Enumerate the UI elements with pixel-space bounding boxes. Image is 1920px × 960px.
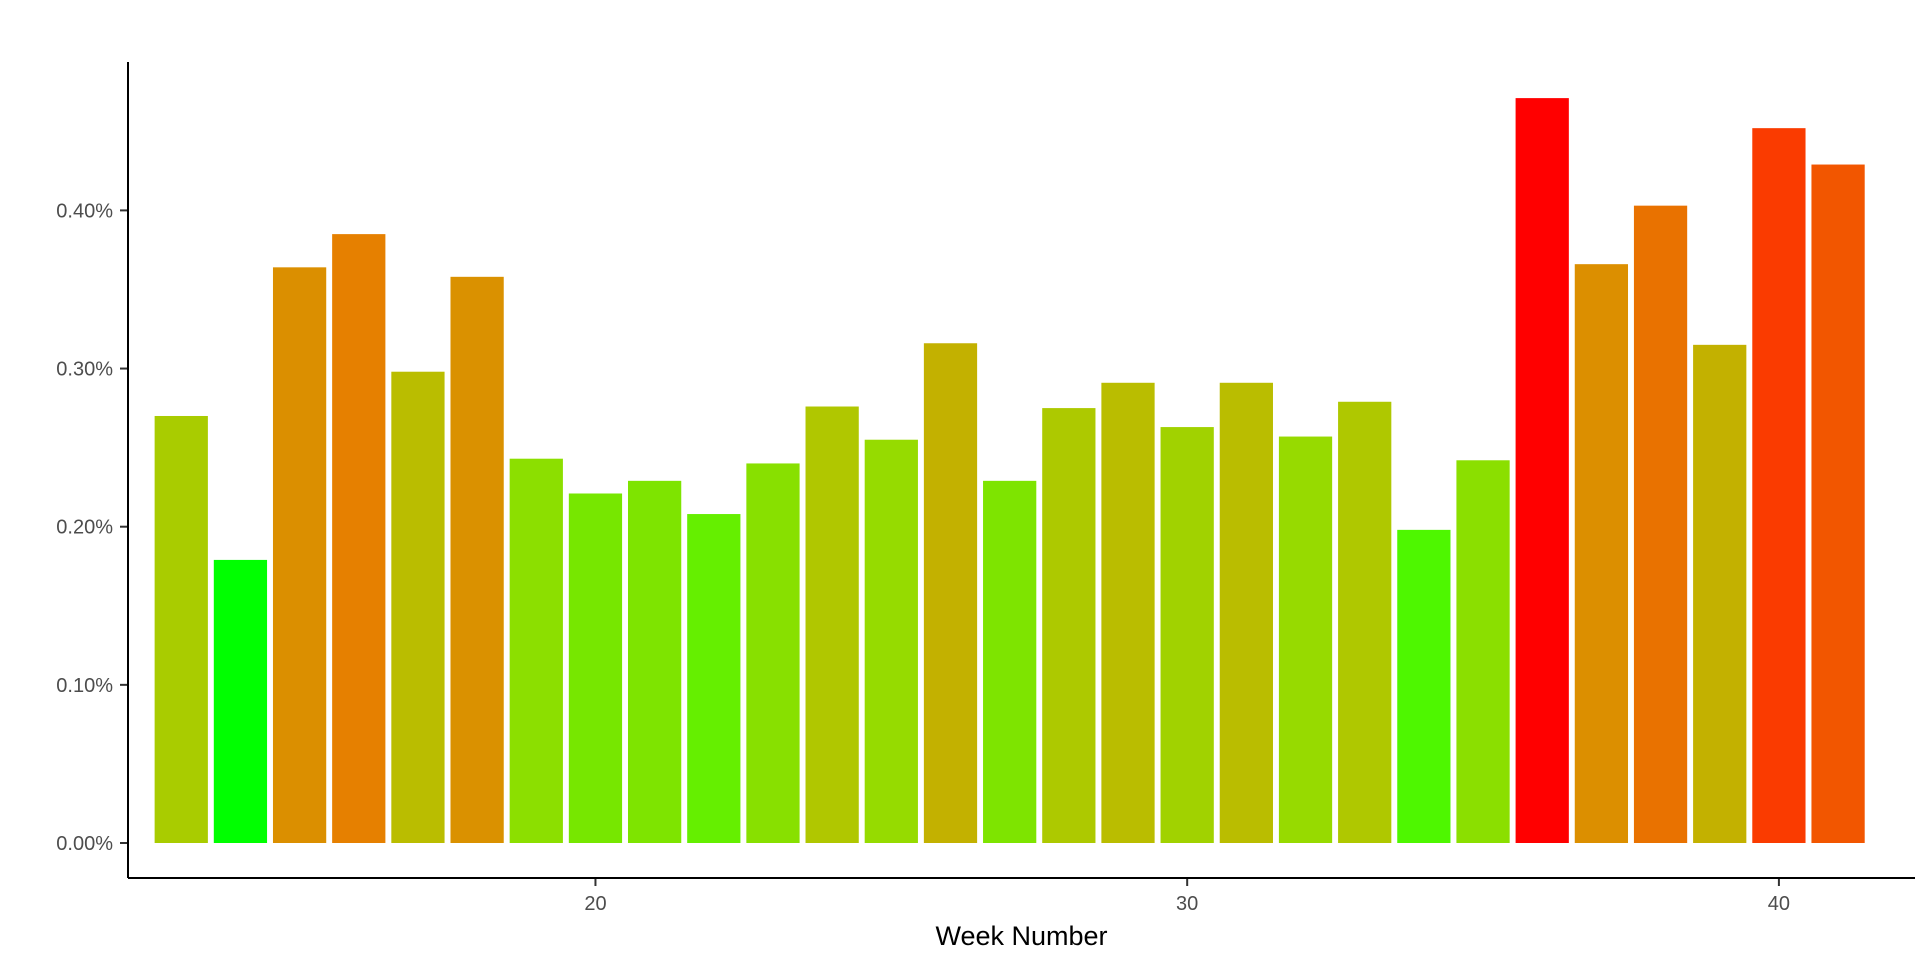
bar-week-34 [1397, 529, 1451, 843]
bar-week-37 [1574, 264, 1629, 843]
bar-week-29 [1101, 382, 1155, 843]
x-axis-title: Week Number [935, 921, 1107, 951]
x-axis-ticks: 20 30 40 [584, 878, 1790, 915]
bar-week-15 [272, 267, 327, 844]
bar-week-19 [509, 458, 563, 843]
y-tick-label: 0.00% [56, 833, 113, 855]
bar-week-30 [1160, 427, 1214, 843]
bar-week-16 [332, 234, 386, 843]
bar-week-36 [1515, 98, 1569, 844]
bar-week-27 [983, 480, 1037, 843]
bar-week-31 [1219, 382, 1273, 843]
bar-week-20 [568, 493, 623, 843]
y-tick-label: 0.40% [56, 200, 113, 222]
bar-week-33 [1338, 401, 1392, 843]
bar-week-17 [391, 371, 445, 843]
bar-week-18 [450, 276, 504, 843]
bar-week-22 [687, 514, 741, 843]
bar-week-38 [1633, 205, 1688, 843]
bar-week-35 [1456, 460, 1510, 843]
bar-week-23 [746, 463, 800, 843]
bar-week-28 [1042, 408, 1096, 843]
bar-series [154, 98, 1865, 844]
bar-week-25 [864, 439, 918, 843]
bar-week-32 [1278, 436, 1333, 843]
y-tick-label: 0.10% [56, 675, 113, 697]
bar-week-14 [213, 559, 268, 843]
bar-week-21 [628, 480, 682, 843]
y-tick-label: 0.30% [56, 359, 113, 381]
y-tick-label: 0.20% [56, 517, 113, 539]
bar-week-41 [1811, 164, 1865, 844]
bar-week-40 [1752, 128, 1806, 843]
x-tick-label: 40 [1768, 893, 1790, 915]
bar-week-39 [1693, 344, 1747, 843]
bar-week-24 [805, 406, 859, 843]
y-axis-ticks: 0.00% 0.10% 0.20% 0.30% 0.40% [56, 200, 128, 855]
bar-week-26 [923, 343, 978, 843]
bar-week-13 [154, 415, 208, 843]
x-tick-label: 30 [1176, 893, 1198, 915]
x-tick-label: 20 [584, 893, 606, 915]
